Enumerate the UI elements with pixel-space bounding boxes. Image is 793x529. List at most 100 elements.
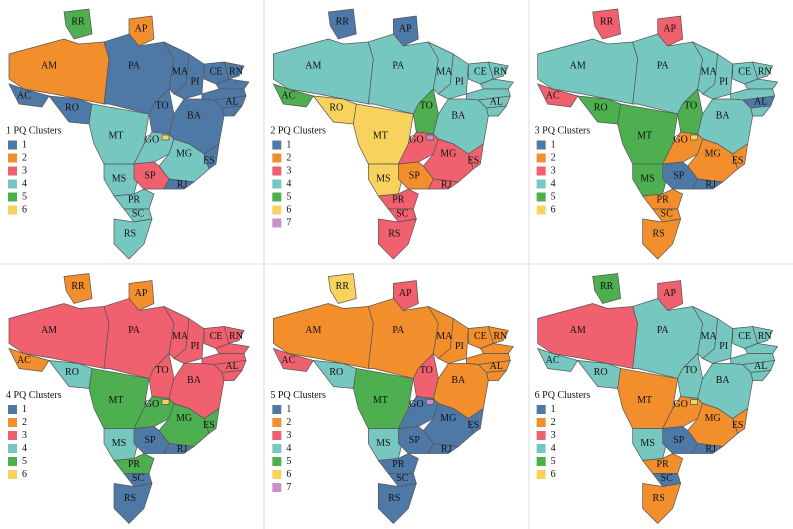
state-label: RS bbox=[653, 228, 665, 239]
state bbox=[8, 83, 50, 108]
state-label: MT bbox=[373, 395, 388, 406]
state-label: AP bbox=[135, 288, 148, 299]
legend-swatch bbox=[536, 179, 546, 189]
legend-swatch bbox=[536, 405, 546, 414]
legend-swatch bbox=[272, 179, 282, 189]
legend-swatch bbox=[272, 153, 282, 163]
state-label: MA bbox=[172, 66, 189, 77]
legend-title: 6 PQ Clusters bbox=[535, 390, 591, 401]
state-label: RN bbox=[493, 331, 507, 342]
legend-label: 4 bbox=[551, 178, 556, 189]
state bbox=[732, 143, 749, 170]
state-label: PR bbox=[128, 194, 141, 205]
state bbox=[215, 78, 250, 90]
legend-label: 5 bbox=[286, 456, 291, 467]
state-label: GO bbox=[145, 399, 159, 410]
legend-label: 3 bbox=[551, 165, 556, 176]
state-label: CE bbox=[738, 331, 751, 342]
state bbox=[479, 78, 514, 90]
legend-label: 1 bbox=[286, 404, 291, 415]
state-label: RJ bbox=[441, 444, 452, 455]
state bbox=[750, 105, 772, 117]
legend-swatch bbox=[536, 140, 546, 150]
legend-label: 3 bbox=[22, 165, 27, 176]
state bbox=[223, 326, 245, 344]
legend-swatch bbox=[536, 444, 546, 453]
state-label: PA bbox=[128, 60, 141, 71]
state-label: AL bbox=[225, 361, 238, 372]
state bbox=[327, 8, 357, 40]
state-label: SP bbox=[144, 170, 156, 181]
legend-swatch bbox=[8, 470, 17, 479]
legend-swatch bbox=[8, 457, 17, 466]
state bbox=[485, 370, 508, 381]
state-label: RN bbox=[758, 66, 772, 77]
state-label: MS bbox=[640, 173, 654, 184]
state-label: GO bbox=[673, 134, 687, 145]
state-label: AP bbox=[663, 288, 676, 299]
legend-swatch bbox=[8, 418, 17, 427]
legend-label: 1 bbox=[551, 404, 556, 415]
state bbox=[425, 399, 434, 405]
state bbox=[692, 178, 724, 190]
state-label: RN bbox=[493, 66, 507, 77]
state bbox=[744, 78, 779, 90]
state-label: MG bbox=[440, 148, 456, 159]
state bbox=[63, 8, 93, 40]
state bbox=[467, 407, 484, 435]
state-label: RO bbox=[65, 102, 79, 113]
legend-swatch bbox=[536, 431, 546, 440]
state-label: RO bbox=[329, 102, 343, 113]
state-label: MA bbox=[172, 331, 189, 342]
legend-label: 1 bbox=[22, 404, 27, 415]
legend-swatch bbox=[272, 405, 282, 414]
state-label: AL bbox=[490, 361, 503, 372]
state-label: SC bbox=[396, 473, 409, 484]
state bbox=[487, 61, 509, 80]
state-label: PR bbox=[657, 459, 670, 470]
state-label: MS bbox=[376, 173, 390, 184]
legend-label: 1 bbox=[286, 139, 291, 150]
state bbox=[657, 280, 684, 311]
state bbox=[392, 280, 419, 311]
state-label: BA bbox=[187, 375, 202, 386]
legend-label: 7 bbox=[286, 482, 291, 493]
state-label: GO bbox=[409, 134, 423, 145]
state-label: RS bbox=[388, 493, 400, 504]
state-label: RO bbox=[65, 367, 79, 378]
state-label: MS bbox=[112, 438, 126, 449]
state bbox=[377, 218, 417, 260]
state-label: MG bbox=[705, 148, 721, 159]
state bbox=[221, 105, 243, 117]
state-label: AM bbox=[305, 325, 321, 336]
state bbox=[8, 347, 50, 372]
state-label: TO bbox=[155, 365, 168, 376]
state bbox=[221, 370, 243, 381]
state-label: CE bbox=[210, 331, 223, 342]
legend-swatch bbox=[8, 192, 17, 202]
state-label: SP bbox=[409, 170, 421, 181]
state-label: PI bbox=[191, 76, 200, 87]
legend-swatch bbox=[8, 205, 17, 215]
legend-label: 3 bbox=[22, 430, 27, 441]
state-label: ES bbox=[467, 420, 479, 431]
state-label: BA bbox=[716, 375, 731, 386]
state bbox=[113, 483, 153, 524]
legend-swatch bbox=[8, 166, 17, 176]
state bbox=[479, 343, 514, 354]
state bbox=[690, 134, 699, 141]
legend-swatch bbox=[272, 218, 282, 228]
state-label: MT bbox=[637, 395, 652, 406]
state-label: BA bbox=[187, 110, 202, 121]
state bbox=[744, 343, 779, 354]
state-label: SC bbox=[661, 208, 674, 219]
state-label: MT bbox=[109, 130, 124, 141]
legend-swatch bbox=[8, 405, 17, 414]
state-label: TO bbox=[420, 100, 433, 111]
state bbox=[163, 443, 195, 454]
state bbox=[272, 347, 314, 372]
state-label: CE bbox=[474, 66, 487, 77]
legend-label: 6 bbox=[286, 469, 291, 480]
